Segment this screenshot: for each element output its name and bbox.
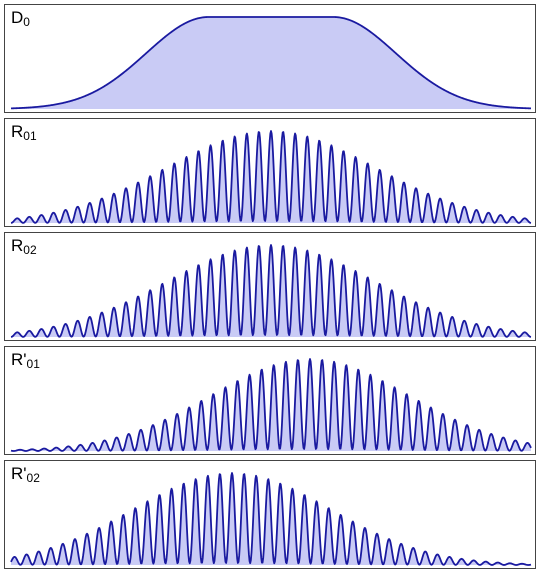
chart-r02 (10, 244, 532, 338)
panel-rp01: R'01 (4, 346, 536, 455)
area-fill (11, 17, 531, 109)
panel-d0: D0 (4, 4, 536, 113)
area-fill (11, 245, 531, 337)
panel-r01: R01 (4, 118, 536, 227)
panel-label: R02 (11, 237, 37, 256)
panel-r02: R02 (4, 232, 536, 341)
panel-label: R01 (11, 123, 37, 142)
series-line (10, 244, 532, 338)
chart-rp02 (10, 472, 532, 566)
panel-rp02: R'02 (4, 460, 536, 569)
series-line (10, 472, 532, 566)
label-sub: 0 (23, 15, 30, 29)
label-main: R' (11, 350, 27, 369)
label-main: D (11, 8, 24, 27)
label-main: R (11, 122, 24, 141)
series-line (10, 16, 532, 110)
label-main: R' (11, 464, 27, 483)
label-sub: 02 (23, 243, 37, 257)
chart-d0 (10, 16, 532, 110)
label-sub: 01 (23, 129, 37, 143)
chart-r01 (10, 130, 532, 224)
series-line (10, 358, 532, 452)
label-sub: 02 (26, 471, 40, 485)
chart-rp01 (10, 358, 532, 452)
label-main: R (11, 236, 24, 255)
label-sub: 01 (26, 357, 40, 371)
panel-label: R'02 (11, 465, 40, 484)
panel-label: R'01 (11, 351, 40, 370)
series-line (10, 130, 532, 224)
area-fill (11, 131, 531, 223)
panel-label: D0 (11, 9, 30, 28)
